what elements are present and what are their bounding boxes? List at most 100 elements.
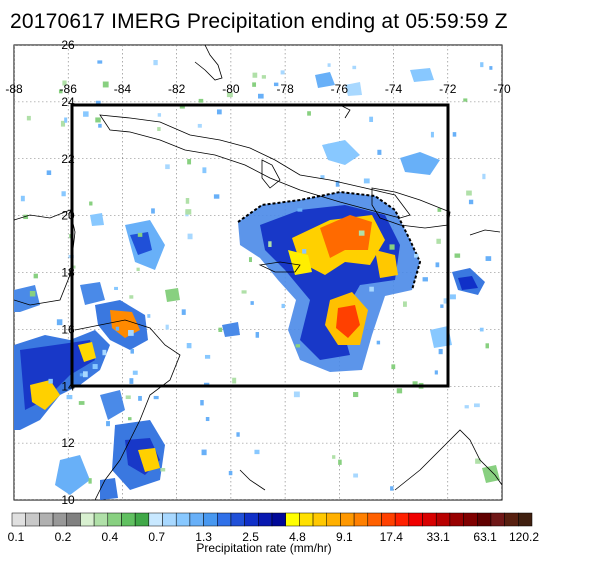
precip-speckle (295, 344, 301, 348)
colorbar-tick-label: 1.3 (195, 530, 212, 544)
precip-speckle (228, 470, 233, 476)
precip-speckle (391, 364, 396, 370)
precip-speckle (241, 290, 247, 294)
colorbar-swatch (134, 512, 150, 527)
precip-speckle (475, 458, 481, 464)
precip-speckle (480, 62, 484, 68)
precip-speckle (422, 277, 428, 282)
precip-speckle (128, 330, 134, 336)
precip-speckle (187, 233, 193, 240)
colorbar (11, 512, 533, 527)
colorbar-swatch (175, 512, 191, 527)
lon-label: -72 (439, 82, 457, 96)
precip-speckle (102, 81, 109, 88)
colorbar-swatch (394, 512, 410, 527)
precip-speckle (353, 473, 359, 478)
colorbar-swatch (203, 512, 218, 527)
precip-speckle (489, 66, 493, 70)
precip-speckle (226, 92, 233, 98)
colorbar-swatch (25, 512, 40, 527)
precip-speckle (58, 89, 63, 94)
precip-speckle (88, 478, 92, 484)
region-highlight-box (70, 103, 450, 388)
colorbar-swatch (162, 512, 177, 527)
colorbar-swatch (189, 512, 204, 527)
colorbar-swatch (381, 512, 396, 527)
precip-speckle (115, 326, 120, 331)
colorbar-swatch (299, 512, 314, 527)
precip-speckle (390, 486, 394, 491)
precip-speckle (185, 197, 190, 204)
precip-speckle (165, 164, 170, 170)
precip-speckle (430, 131, 434, 138)
precip-speckle (268, 241, 272, 247)
precip-speckle (438, 348, 443, 355)
coastlines (14, 45, 502, 500)
precip-speckle (66, 394, 73, 400)
precip-speckle (61, 191, 66, 197)
precip-speckle (236, 432, 240, 437)
lat-label: 14 (61, 379, 75, 393)
colorbar-swatch (107, 512, 122, 527)
precip-speckle (202, 167, 207, 174)
colorbar-swatch (66, 512, 81, 527)
precip-speckle (33, 273, 38, 279)
precip-speckle (443, 298, 449, 304)
precip-speckle (389, 244, 395, 250)
precip-speckle (46, 170, 52, 176)
precip-speckle (125, 395, 131, 400)
precip-speckle (252, 72, 258, 78)
precip-speckle (216, 109, 222, 115)
colorbar-swatch (230, 512, 245, 527)
precip-speckle (403, 301, 407, 307)
precip-speckle (218, 327, 223, 332)
precip-speckle (255, 332, 260, 338)
precipitation-field (14, 60, 500, 500)
precip-speckle (153, 60, 158, 66)
precip-speckle (157, 113, 162, 117)
precip-speckle (320, 175, 325, 179)
precip-speckle (280, 70, 285, 75)
colorbar-swatch (353, 512, 369, 527)
precip-speckle (130, 348, 134, 354)
colorbar-swatch (11, 512, 26, 527)
precip-speckle (20, 195, 25, 202)
colorbar-swatch (39, 512, 54, 527)
precip-speckle (29, 290, 36, 297)
precip-speckle (213, 194, 220, 199)
colorbar-swatch (435, 512, 451, 527)
colorbar-swatch (340, 512, 355, 527)
precip-speckle (97, 60, 103, 64)
precip-speckle (435, 262, 440, 268)
precip-speckle (186, 343, 192, 349)
precip-speckle (463, 98, 468, 102)
precip-speckle (147, 314, 151, 318)
precip-speckle (436, 238, 441, 244)
precip-speckle (369, 116, 374, 122)
precip-speckle (185, 209, 192, 215)
precip-speckle (302, 249, 307, 254)
precip-speckle (466, 190, 472, 196)
precip-speckle (440, 304, 444, 308)
precip-speckle (78, 401, 85, 405)
precip-speckle (62, 80, 67, 86)
colorbar-swatch (93, 512, 109, 527)
precip-speckle (92, 364, 98, 370)
precip-speckle (293, 391, 300, 398)
colorbar-swatch (121, 512, 136, 527)
precip-speckle (83, 111, 89, 117)
colorbar-swatch (52, 512, 67, 527)
precip-speckle (64, 117, 68, 123)
precip-speckle (165, 324, 169, 330)
lon-label: -78 (276, 82, 294, 96)
precip-speckle (352, 65, 357, 70)
colorbar-swatch (504, 512, 519, 527)
precip-speckle (137, 232, 143, 237)
precip-speckle (82, 371, 88, 378)
map-title: 20170617 IMERG Precipitation ending at 0… (10, 10, 508, 33)
precip-speckle (136, 267, 140, 272)
precip-speckle (358, 230, 365, 236)
precip-speckle (327, 143, 334, 149)
precip-speckle (464, 405, 469, 409)
